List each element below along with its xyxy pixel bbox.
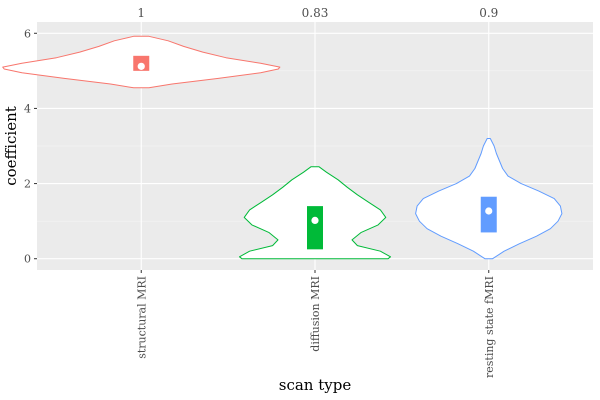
x-axis-title: scan type <box>279 376 352 394</box>
y-axis-title: coefficient <box>2 106 20 186</box>
annotations: 1 0.83 0.9 <box>137 6 498 20</box>
x-axis: structural MRI diffusion MRI resting state… <box>135 270 496 378</box>
group-annotation: 0.9 <box>479 6 498 20</box>
y-tick-label: 4 <box>24 102 31 115</box>
median-point-3 <box>485 207 493 215</box>
boxes <box>133 55 497 250</box>
group-annotation: 0.83 <box>302 6 329 20</box>
median-point-1 <box>137 62 145 70</box>
y-tick-label: 6 <box>24 27 31 40</box>
x-tick-label: resting state fMRI <box>483 276 496 378</box>
group-annotation: 1 <box>137 6 145 20</box>
box-2 <box>307 206 323 250</box>
y-tick-label: 0 <box>24 253 31 266</box>
x-tick-label: diffusion MRI <box>309 276 322 352</box>
x-tick-label: structural MRI <box>135 276 148 359</box>
median-point-2 <box>311 216 319 224</box>
y-tick-label: 2 <box>24 178 31 191</box>
y-axis: 0 2 4 6 <box>24 27 37 266</box>
